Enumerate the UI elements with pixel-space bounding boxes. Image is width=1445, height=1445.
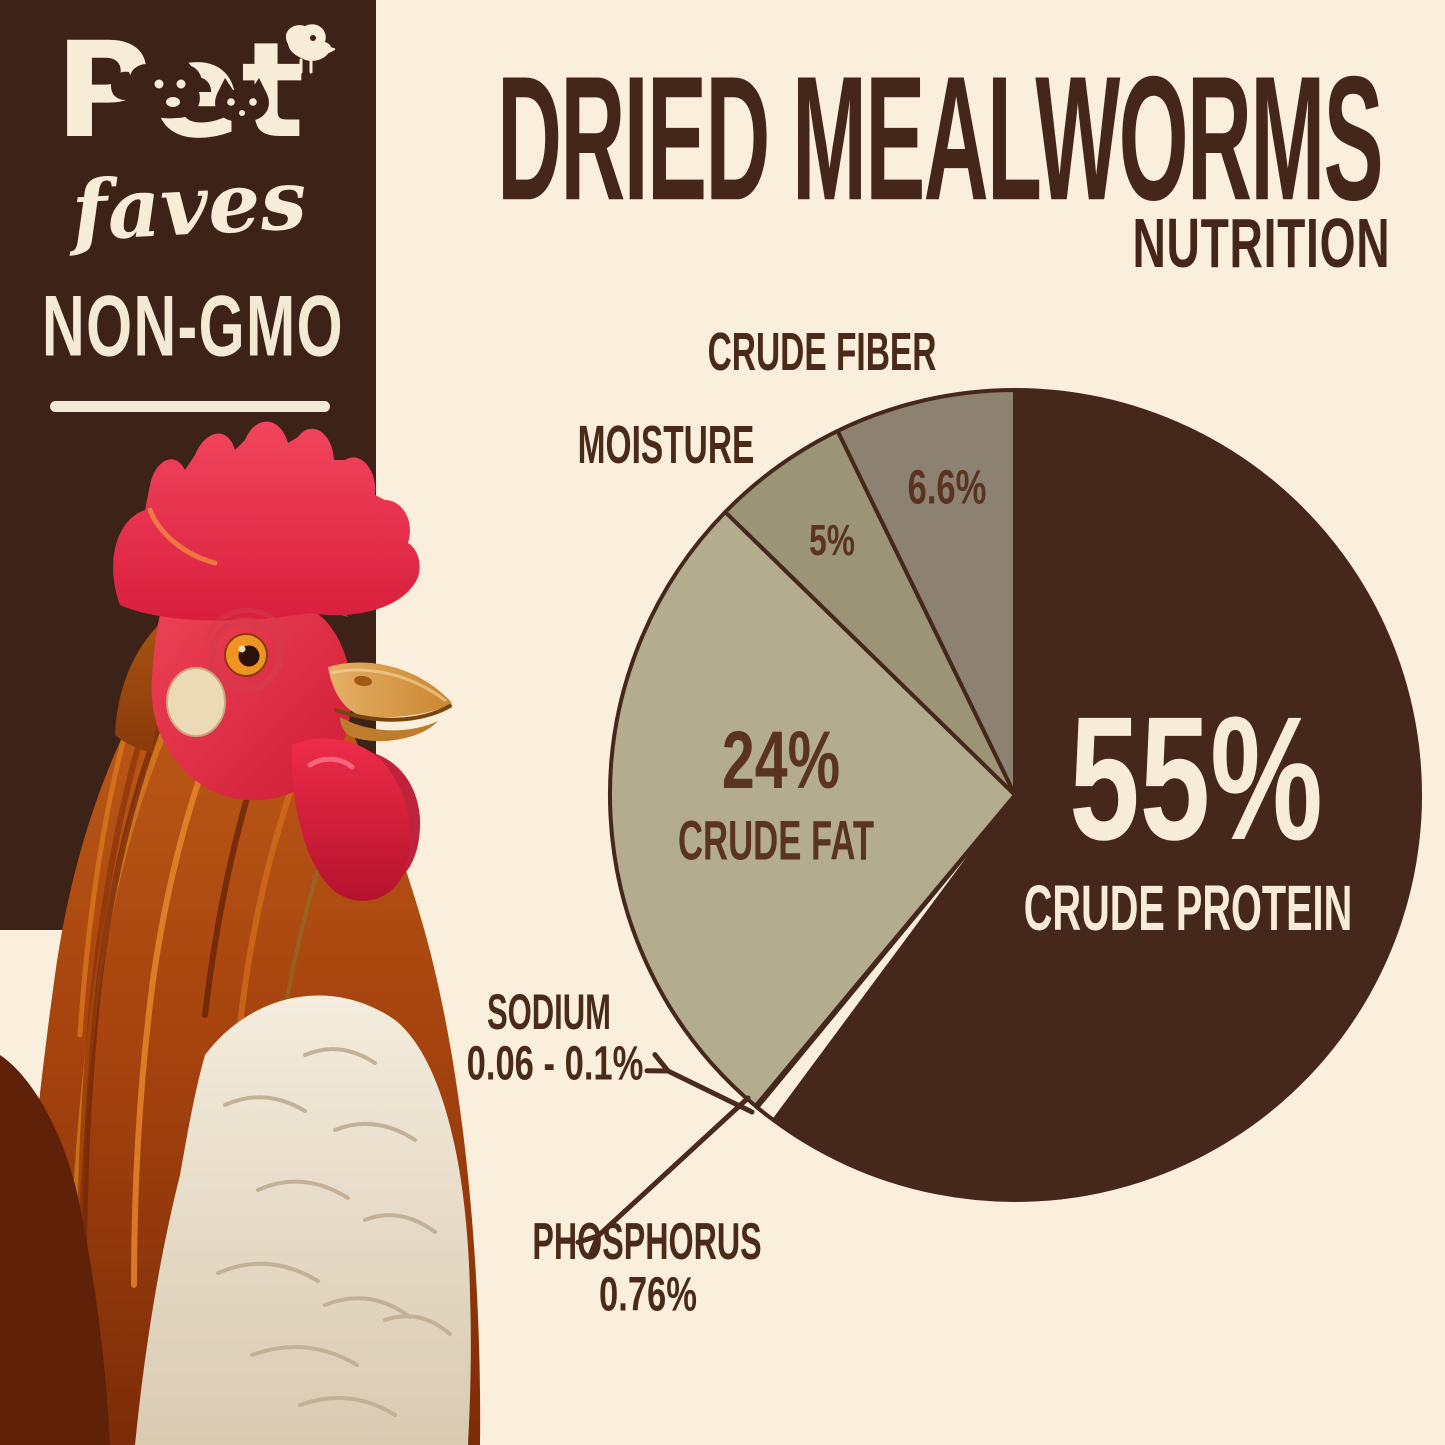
breast-feather-scallops: [216, 1047, 452, 1417]
wattle-highlight: [307, 756, 355, 770]
eye-ring: [208, 617, 284, 693]
pie-slices: [607, 388, 1423, 1202]
beak-lower: [340, 717, 438, 742]
page-subtitle: NUTRITION: [1132, 204, 1390, 282]
shadow-feathers: [0, 1055, 110, 1445]
beak-mouth-line: [334, 704, 452, 722]
callout-arrows: [598, 1071, 755, 1236]
ear-lobe: [166, 667, 226, 737]
breast-feathers: [135, 995, 471, 1445]
label-phosphorus: PHOSPHORUS: [532, 1213, 762, 1271]
comb-highlight: [147, 507, 218, 566]
label-crude-fat: CRUDE FAT: [677, 808, 875, 872]
rooster-illustration: [0, 421, 481, 1445]
pie-slice-crude-fiber: [835, 388, 1017, 797]
eye-glint: [238, 645, 246, 653]
label-crude-fiber: CRUDE FIBER: [707, 322, 937, 382]
label-crude-protein: CRUDE PROTEIN: [1023, 872, 1353, 944]
label-moisture-pct: 5%: [809, 516, 855, 565]
label-crude-fat-pct: 24%: [721, 715, 841, 806]
label-moisture: MOISTURE: [577, 415, 755, 475]
label-crude-fiber-pct: 6.6%: [907, 461, 987, 515]
wattle: [291, 738, 411, 901]
beak-ridge: [329, 668, 447, 703]
nostril: [354, 675, 372, 687]
pie-slice-crude-fat: [607, 510, 1017, 1108]
label-sodium: SODIUM: [487, 984, 611, 1040]
label-crude-protein-pct: 55%: [1069, 681, 1323, 877]
label-phosphorus-pct: 0.76%: [599, 1268, 697, 1322]
divider-line: [50, 401, 330, 412]
phosphorus-arrow: [598, 1095, 751, 1236]
comb: [113, 421, 420, 621]
page-title: DRIED MEALWORMS: [497, 40, 1384, 238]
label-sodium-pct: 0.06 - 0.1%: [466, 1037, 644, 1091]
pie-slice-crude-protein: [771, 388, 1423, 1202]
non-gmo-badge: NON-GMO: [42, 279, 344, 375]
pie-slice-moisture: [723, 428, 1017, 797]
brow-wrinkle: [202, 607, 290, 644]
